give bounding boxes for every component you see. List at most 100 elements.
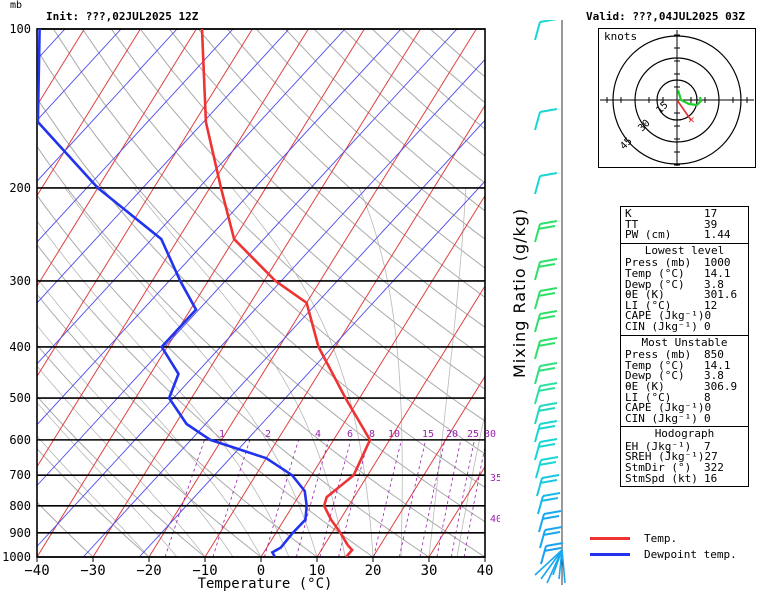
barb-flag (542, 531, 561, 536)
wind-barb (540, 545, 547, 565)
barb-flag (539, 220, 558, 225)
mixing-ratio-tick: 25 (467, 429, 479, 440)
indices-unstable: Most Unstable Press (mb) 850 Temp (°C) 14.1… (621, 334, 748, 427)
lowest-value: 0 (704, 309, 712, 323)
wind-barb (534, 223, 541, 243)
unstable-value: 14.1 (704, 358, 731, 372)
barb-flag (537, 292, 556, 297)
moist-adiabat (358, 187, 403, 557)
hodo-label: EH (Jkg⁻¹) (625, 439, 692, 453)
isotherm-blue (37, 29, 178, 182)
lowest-value: 14.1 (704, 266, 731, 280)
surface-barb (558, 549, 563, 580)
isotherm (37, 29, 197, 287)
lowest-label: LI (°C) (625, 298, 672, 312)
barb-flag (537, 315, 556, 320)
mixing-ratio-tick: 2 (265, 429, 271, 440)
hodo-label: SREH (Jkg⁻¹) (625, 450, 705, 464)
unstable-label: θE (K) (625, 379, 665, 393)
lowest-value: 0 (704, 319, 711, 333)
wind-barb (534, 385, 541, 405)
isotherm (37, 29, 141, 197)
lowest-label: Temp (°C) (625, 266, 685, 280)
unstable-row: Press (mb) 850 (625, 349, 744, 361)
legend-dewpoint-swatch (590, 552, 630, 556)
barb-flag (537, 342, 556, 347)
barb-flag (539, 287, 558, 292)
isotherm (316, 285, 485, 557)
barb-flag (539, 172, 558, 177)
isotherm-blue (37, 29, 402, 426)
mixing-ratio-tick: 10 (388, 429, 400, 440)
index-label: PW (cm) (625, 228, 672, 242)
barb-flag (539, 108, 558, 113)
lowest-label: Press (mb) (625, 256, 692, 270)
barb-flag (539, 310, 558, 315)
hodo-value: 322 (704, 461, 724, 475)
pressure-tick-label: 900 (9, 526, 31, 540)
unstable-value: 306.9 (704, 379, 738, 393)
lowest-label: Dewp (°C) (625, 277, 685, 291)
storm-motion-vector (676, 99, 692, 121)
index-value: 1.44 (704, 228, 731, 242)
dry-adiabat (37, 243, 374, 557)
isotherm (37, 29, 253, 378)
mixing-ratio-line (399, 439, 427, 557)
legend-temp-label: Temp. (644, 531, 678, 545)
surface-barb (540, 549, 563, 580)
dry-adiabat (37, 194, 430, 557)
temp-tick-label: −40 (24, 563, 49, 579)
unstable-value: 8 (704, 390, 711, 404)
units-label: mb (10, 0, 23, 11)
unstable-row: CAPE (Jkg⁻¹) 0 (625, 402, 744, 414)
mixing-ratio-tick: 6 (347, 429, 353, 440)
legend-temp-swatch (590, 536, 630, 540)
surface-barb (561, 549, 566, 584)
temp-tick-label: 10 (309, 563, 326, 579)
lowest-label: CIN (Jkg⁻¹) (625, 319, 698, 333)
barb-flag (539, 479, 558, 484)
pressure-tick-label: 400 (9, 340, 31, 354)
lowest-label: CAPE (Jkg⁻¹) (625, 309, 705, 323)
lowest-title: Lowest level (644, 243, 725, 257)
lowest-row: LI (°C) 12 (625, 298, 744, 312)
dry-adiabat (226, 29, 485, 269)
lowest-row: Dewp (°C) 3.8 (625, 277, 744, 291)
barb-flag (538, 461, 557, 466)
dry-adiabat (139, 29, 485, 359)
pressure-tick-label: 100 (9, 22, 31, 36)
wind-barb (534, 290, 541, 310)
barb-flag (542, 492, 561, 497)
barb-flag (543, 547, 562, 552)
dry-adiabat (37, 97, 485, 523)
temp-tick-label: −30 (80, 563, 105, 579)
barb-flag (537, 225, 556, 230)
hodo-wind-trace (676, 89, 703, 107)
pressure-tick-label: 600 (9, 433, 31, 447)
isotherm-blue (37, 29, 290, 304)
isotherm (372, 375, 485, 557)
barb-flag (541, 515, 560, 520)
wind-barb (534, 175, 541, 195)
unstable-value: 0 (704, 411, 711, 425)
init-time: Init: ???,02JUL2025 12Z (46, 10, 199, 23)
isotherm-blue (0, 29, 9, 557)
barb-flag (543, 510, 562, 515)
barb-flag (540, 456, 559, 461)
temp-tick-label: 20 (365, 563, 382, 579)
lowest-label: θE (K) (625, 288, 665, 302)
wind-barb (534, 441, 541, 461)
barb-flag (537, 443, 556, 448)
pressure-tick-label: 800 (9, 499, 31, 513)
barb-flag (537, 425, 556, 430)
wind-barb (539, 529, 546, 549)
wind-barb (534, 365, 541, 385)
mixing-ratio-label: Mixing Ratio (g/kg) (510, 207, 529, 378)
barb-flag (539, 258, 558, 263)
lowest-value: 1000 (704, 256, 731, 270)
barb-flag (539, 362, 558, 367)
unstable-row: CIN (Jkg⁻¹) 0 (625, 411, 744, 425)
mixing-ratio-tick: 8 (369, 429, 375, 440)
lowest-row: Temp (°C) 14.1 (625, 266, 744, 280)
